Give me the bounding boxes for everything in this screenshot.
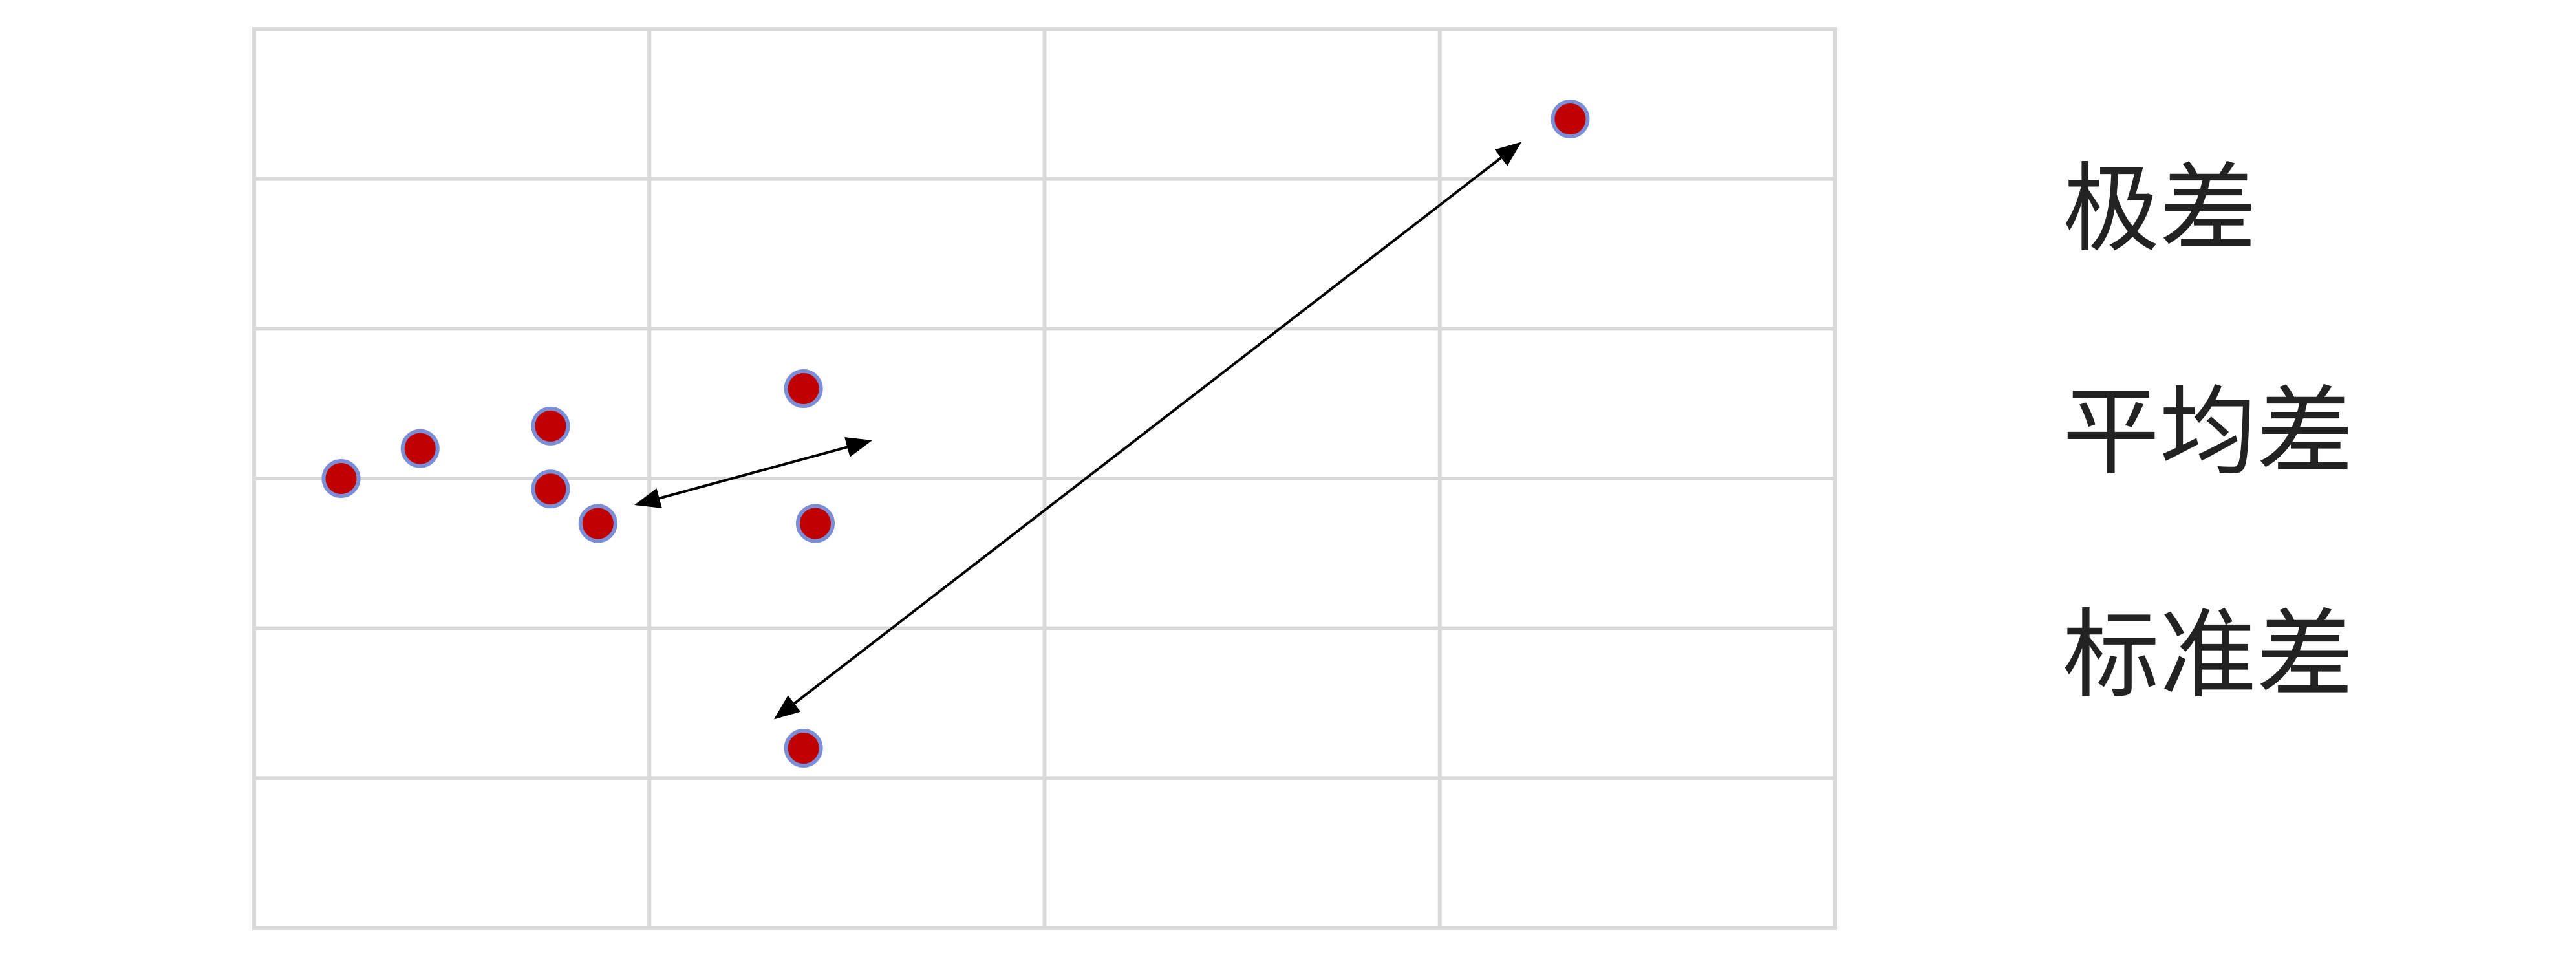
mean-deviation-label: 平均差	[2063, 376, 2354, 489]
data-point	[784, 729, 823, 768]
data-point	[531, 469, 570, 509]
data-point	[795, 504, 835, 543]
data-point	[531, 406, 570, 446]
data-point	[784, 369, 823, 408]
data-point	[400, 429, 440, 468]
data-point	[321, 459, 361, 498]
range-label: 极差	[2063, 153, 2257, 266]
data-points	[321, 100, 1590, 768]
arrows	[634, 142, 1522, 720]
range-arrow	[773, 142, 1522, 720]
data-point	[1551, 100, 1590, 138]
mean-deviation-arrow	[634, 437, 872, 508]
grid	[252, 27, 1837, 930]
data-point	[578, 504, 617, 543]
standard-deviation-label: 标准差	[2063, 599, 2354, 712]
